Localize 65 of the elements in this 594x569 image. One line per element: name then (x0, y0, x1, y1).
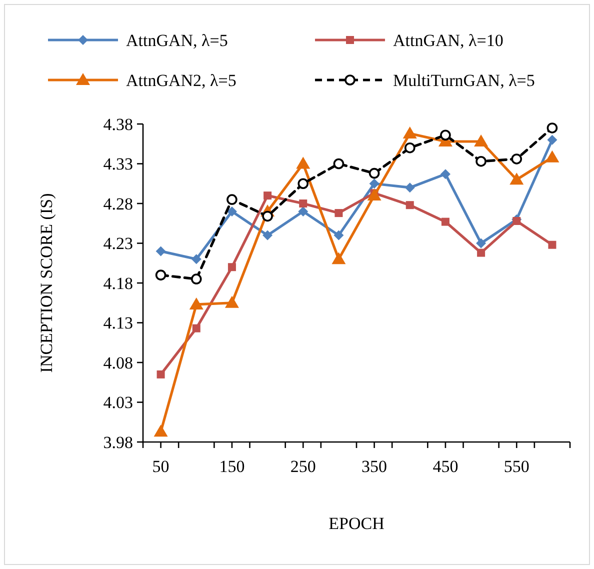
point (476, 238, 486, 248)
point (404, 182, 415, 193)
point (224, 296, 239, 308)
point (332, 252, 346, 264)
point (441, 218, 450, 226)
point (406, 201, 414, 210)
legend-label: AttnGAN2, λ=5 (126, 70, 236, 90)
point (228, 263, 236, 272)
point (333, 158, 344, 170)
legend-label: MultiTurnGAN, λ=5 (393, 70, 535, 90)
y-tick-label: 4.23 (103, 234, 133, 254)
y-tick-label: 4.08 (103, 353, 133, 372)
point (368, 168, 380, 179)
point (262, 210, 273, 222)
point (191, 254, 202, 264)
x-tick-label: 50 (152, 457, 170, 476)
point (298, 178, 309, 190)
point (547, 134, 558, 145)
x-tick-label: 350 (362, 457, 388, 476)
y-tick-label: 4.13 (103, 314, 133, 333)
point (474, 134, 488, 146)
y-tick-label: 4.38 (103, 114, 133, 134)
point (440, 169, 450, 180)
point (367, 188, 382, 201)
point (510, 172, 524, 185)
point (226, 206, 237, 216)
point (154, 424, 168, 437)
y-tick-label: 4.33 (103, 154, 133, 174)
point (369, 178, 380, 189)
point (477, 248, 486, 257)
point (548, 240, 556, 249)
point (476, 156, 486, 167)
point (334, 209, 343, 218)
x-tick-label: 250 (290, 457, 316, 476)
y-tick-label: 4.03 (103, 393, 133, 412)
point (334, 230, 344, 240)
point (511, 154, 522, 164)
point (264, 192, 272, 200)
point (440, 130, 451, 141)
point (298, 206, 308, 216)
y-tick-label: 4.18 (103, 274, 133, 293)
point (192, 324, 200, 332)
y-tick-label: 4.28 (103, 194, 133, 214)
point (296, 156, 310, 169)
point (156, 370, 165, 378)
point (299, 200, 308, 208)
point (190, 274, 202, 284)
legend-label: AttnGAN, λ=10 (393, 30, 504, 50)
legend-label: AttnGAN, λ=5 (126, 30, 228, 50)
point (262, 230, 273, 240)
y-axis-title: INCEPTION SCORE (IS) (37, 193, 56, 373)
point (189, 297, 204, 310)
x-axis-title: EPOCH (328, 514, 384, 533)
x-tick-label: 450 (432, 457, 458, 476)
point (546, 122, 558, 134)
x-tick-label: 150 (219, 457, 245, 476)
point (404, 142, 416, 154)
point (512, 216, 521, 225)
point (545, 150, 560, 162)
x-tick-label: 550 (504, 457, 530, 476)
y-tick-label: 3.98 (103, 432, 133, 452)
point (402, 126, 417, 139)
point (155, 270, 166, 280)
point (226, 194, 238, 205)
point (156, 246, 166, 256)
